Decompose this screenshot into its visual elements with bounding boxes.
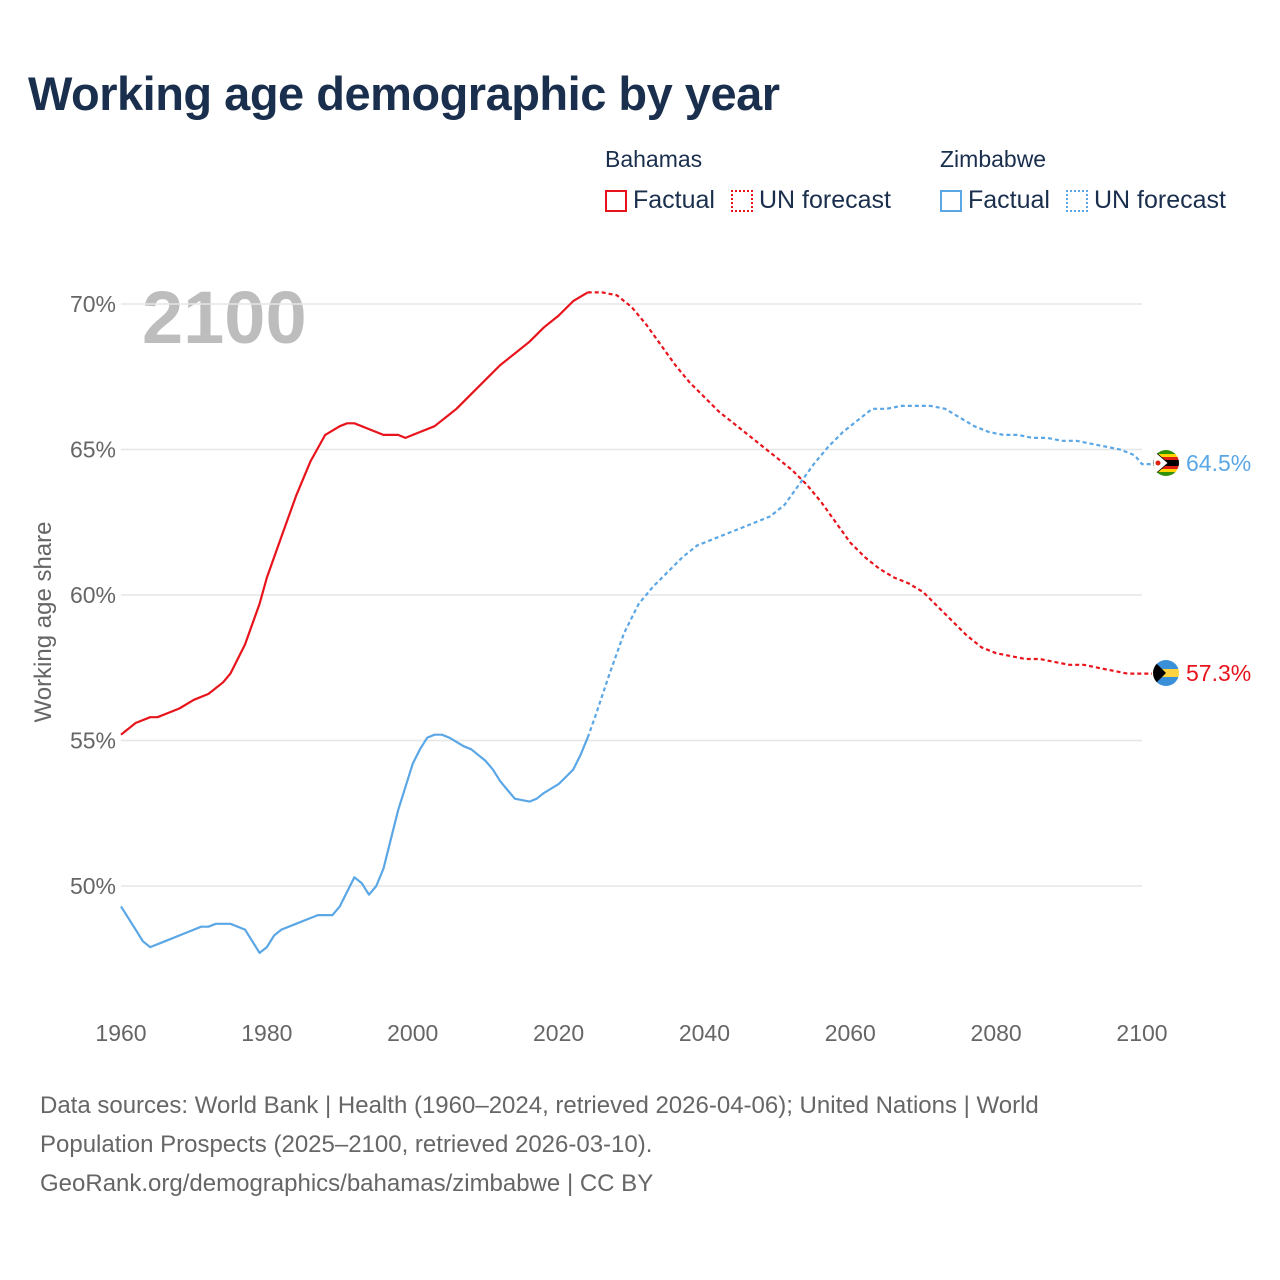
sources-link[interactable]: GeoRank.org/demographics/bahamas/zimbabw… (40, 1170, 654, 1197)
y-tick-label: 50% (70, 873, 116, 899)
legend-swatch-dotted (1065, 189, 1088, 212)
y-axis-ticks: 50% 55% 60% 65% 70% (70, 291, 116, 899)
legend-zimbabwe-factual[interactable]: Factual (940, 186, 1050, 215)
legend-group-bahamas: Bahamas Factual UN forecast (605, 146, 907, 215)
zimbabwe-flag-icon (1153, 450, 1179, 476)
gridlines (121, 303, 1142, 887)
data-sources: Data sources: World Bank | Health (1960–… (40, 1086, 1200, 1203)
zimbabwe-forecast-line (586, 404, 1152, 738)
x-tick-label: 2040 (679, 1020, 730, 1046)
x-tick-label: 2080 (971, 1020, 1022, 1046)
legend-country-zimbabwe: Zimbabwe (940, 146, 1047, 172)
legend-zimbabwe-forecast[interactable]: UN forecast (1065, 186, 1226, 215)
legend-bahamas-forecast[interactable]: UN forecast (730, 186, 891, 215)
y-axis-label: Working age share (30, 522, 57, 723)
bahamas-factual-line (120, 291, 589, 736)
x-tick-label: 1960 (95, 1020, 146, 1046)
x-tick-label: 2060 (825, 1020, 876, 1046)
y-tick-label: 55% (70, 728, 116, 754)
legend-swatch-solid (940, 189, 962, 212)
sources-line-1: Data sources: World Bank | Health (1960–… (40, 1092, 1039, 1119)
bahamas-flag-icon (1153, 660, 1179, 686)
year-watermark: 2100 (142, 276, 307, 359)
x-tick-label: 2100 (1116, 1020, 1167, 1046)
legend-swatch-solid (605, 189, 627, 212)
legend-country-bahamas: Bahamas (605, 146, 703, 172)
legend-bahamas-factual[interactable]: Factual (605, 186, 715, 215)
zimbabwe-end-value: 64.5% (1186, 450, 1251, 476)
chart-title: Working age demographic by year (28, 67, 780, 120)
zimbabwe-factual-line (120, 733, 589, 954)
y-tick-label: 60% (70, 582, 116, 608)
legend-swatch-dotted (730, 189, 753, 212)
x-tick-label: 1980 (241, 1020, 292, 1046)
x-axis-ticks: 1960 1980 2000 2020 2040 2060 2080 2100 (95, 1020, 1167, 1046)
sources-line-2: Population Prospects (2025–2100, retriev… (40, 1131, 653, 1158)
line-chart: 2100 50% 55% 60% 65% 70% 1960 1980 2000 2020 204… (30, 276, 1251, 1046)
y-tick-label: 70% (70, 291, 116, 317)
series-lines (120, 291, 1152, 954)
y-tick-label: 65% (70, 437, 116, 463)
legend-group-zimbabwe: Zimbabwe Factual UN forecast (940, 146, 1242, 215)
bahamas-end-value: 57.3% (1186, 660, 1251, 686)
x-tick-label: 2020 (533, 1020, 584, 1046)
x-tick-label: 2000 (387, 1020, 438, 1046)
bahamas-forecast-line (587, 291, 1152, 675)
